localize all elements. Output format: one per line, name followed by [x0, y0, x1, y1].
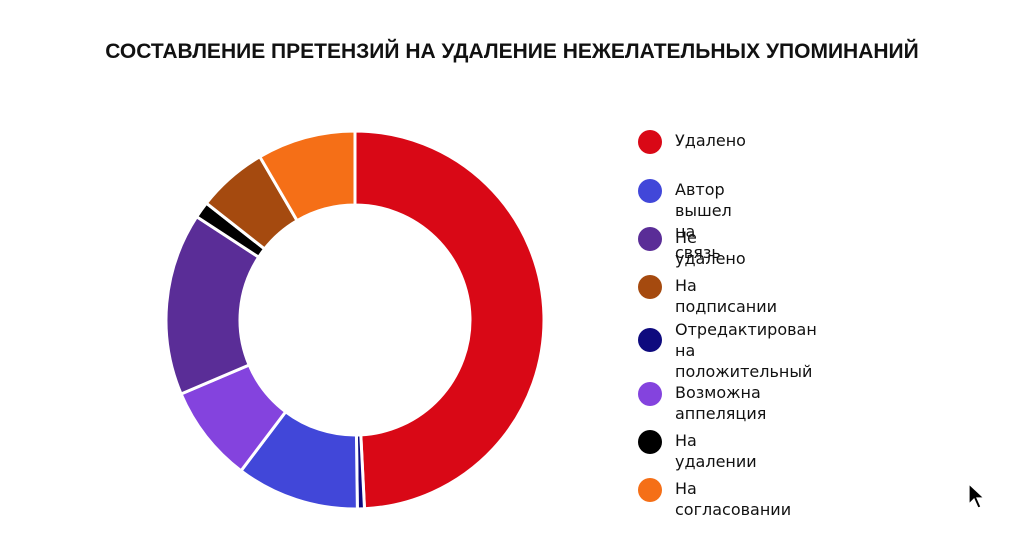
donut-slice: [353, 129, 546, 511]
legend-swatch-icon: [638, 227, 662, 251]
legend-item: Удалено: [638, 130, 746, 154]
legend-item: На согласовании: [638, 478, 791, 520]
donut-slice: [257, 129, 357, 223]
legend-item: Автор вышел на связь: [638, 179, 732, 263]
legend-swatch-icon: [638, 328, 662, 352]
legend-label: Возможна аппеляция: [675, 383, 767, 423]
legend-item: На подписании: [638, 275, 777, 317]
legend-item: На удалении: [638, 430, 757, 472]
legend-label: Не удалено: [675, 228, 746, 268]
legend-label: Удалено: [675, 131, 746, 150]
legend-item: Возможна аппеляция: [638, 382, 766, 424]
legend-swatch-icon: [638, 275, 662, 299]
legend-swatch-icon: [638, 478, 662, 502]
chart-title: СОСТАВЛЕНИЕ ПРЕТЕНЗИЙ НА УДАЛЕНИЕ НЕЖЕЛА…: [105, 40, 919, 63]
legend-swatch-icon: [638, 130, 662, 154]
legend-swatch-icon: [638, 430, 662, 454]
legend-label: Автор вышел на связь: [675, 180, 732, 262]
mouse-cursor-icon: [968, 482, 986, 509]
legend-label: Отредактирован на положительный: [675, 320, 817, 381]
legend-swatch-icon: [638, 179, 662, 203]
legend-swatch-icon: [638, 382, 662, 406]
legend-label: На удалении: [675, 431, 757, 471]
legend-label: На подписании: [675, 276, 778, 316]
legend-item: Отредактирован на положительный: [638, 320, 817, 382]
legend-label: На согласовании: [675, 479, 792, 519]
legend-item: Не удалено: [638, 227, 746, 269]
